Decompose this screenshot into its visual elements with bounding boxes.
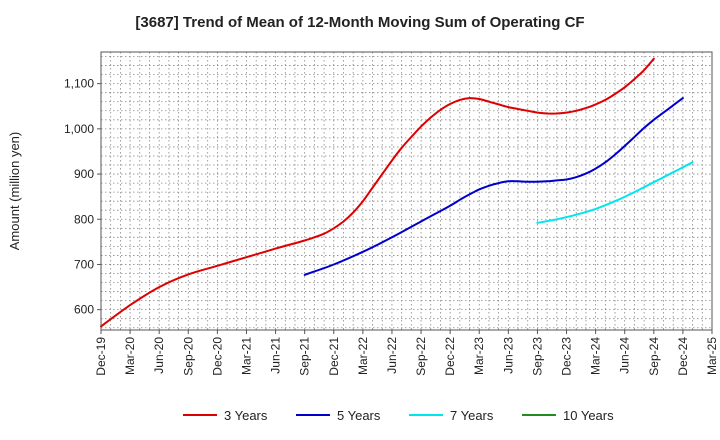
x-tick-label: Sep-20 [181,337,195,376]
x-tick-label: Jun-24 [618,337,632,374]
series-layer [100,57,694,328]
x-tick-label: Sep-22 [414,337,428,376]
x-tick-label: Dec-21 [327,337,341,376]
legend-label: 7 Years [450,408,494,423]
y-tick-label: 1,000 [64,122,94,136]
legend-label: 5 Years [337,408,381,423]
x-tick-label: Dec-23 [560,337,574,376]
legend-item-10-years: 10 Years [522,408,614,423]
y-tick-label: 800 [74,212,94,226]
x-tick-label: Sep-24 [647,337,661,376]
x-tick-label: Jun-20 [152,337,166,374]
x-tick-label: Dec-22 [443,337,457,376]
y-tick-label: 700 [74,257,94,271]
x-tick-label: Mar-25 [705,337,719,375]
x-tick-label: Mar-22 [356,337,370,375]
series-line-5-years [303,97,684,276]
grid-layer [101,52,712,330]
x-tick-label: Mar-20 [123,337,137,375]
legend-item-3-years: 3 Years [183,408,268,423]
y-axis-label: Amount (million yen) [7,132,22,251]
x-tick-label: Jun-23 [501,337,515,374]
legend-label: 3 Years [224,408,268,423]
series-line-3-years [100,57,655,328]
plot-frame [100,51,713,331]
x-axis-ticks: Dec-19 Mar-20 Jun-20 Sep-20 Dec-20 Mar-21 Jun-… [94,330,719,376]
x-tick-label: Sep-21 [298,337,312,376]
y-tick-label: 900 [74,167,94,181]
x-tick-label: Jun-22 [385,337,399,374]
x-tick-label: Mar-21 [239,337,253,375]
x-tick-label: Jun-21 [269,337,283,374]
legend-label: 10 Years [563,408,614,423]
x-tick-label: Dec-20 [210,337,224,376]
legend: 3 Years 5 Years 7 Years 10 Years [183,408,614,423]
x-tick-label: Dec-24 [676,337,690,376]
chart-title: [3687] Trend of Mean of 12-Month Moving … [135,14,584,31]
x-tick-label: Mar-24 [589,337,603,375]
y-tick-label: 600 [74,303,94,317]
x-tick-label: Sep-23 [530,337,544,376]
legend-item-7-years: 7 Years [409,408,494,423]
x-tick-label: Mar-23 [472,337,486,375]
legend-item-5-years: 5 Years [296,408,381,423]
y-axis-ticks: 600 700 800 900 1,000 1,100 [64,77,101,317]
y-tick-label: 1,100 [64,77,94,91]
x-tick-label: Dec-19 [94,337,108,376]
series-line-7-years [536,161,694,224]
